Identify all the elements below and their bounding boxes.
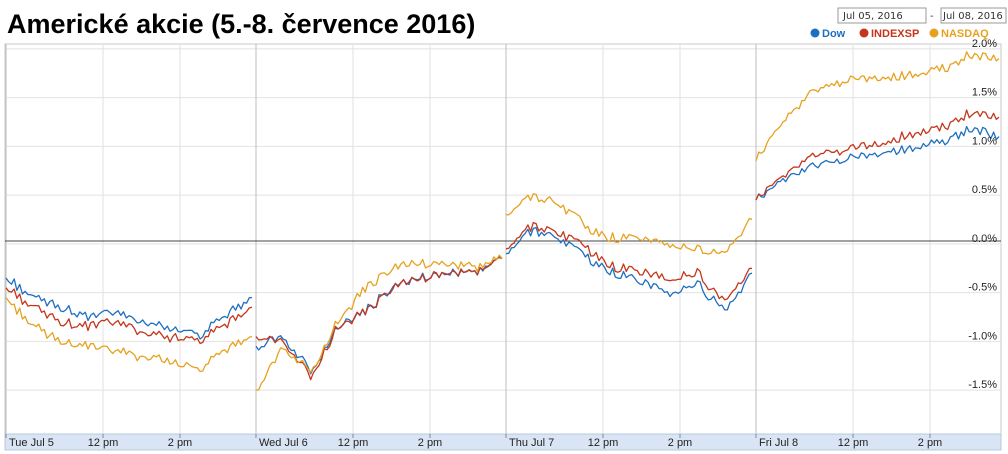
legend-dot-nasdaq (929, 28, 939, 38)
y-tick-label: 1.0% (972, 135, 997, 147)
series-line-indexsp-day-4 (755, 109, 1000, 201)
range-start-box[interactable] (837, 7, 927, 24)
x-tick-label: 2 pm (168, 437, 192, 449)
series-line-indexsp-day-1 (5, 287, 253, 345)
x-tick-label: 2 pm (668, 437, 692, 449)
chart-title: Americké akcie (5.-8. července 2016) (7, 9, 475, 39)
y-tick-label: -1.0% (968, 330, 997, 342)
series-line-dow-day-3 (505, 226, 753, 311)
y-tick-label: 1.5% (972, 87, 997, 99)
x-tick-label: 12 pm (838, 437, 869, 449)
plot-area (4, 43, 1002, 435)
range-start: Jul 05, 2016 (842, 11, 903, 22)
x-tick-label: Tue Jul 5 (9, 437, 54, 449)
legend: Dow INDEXSP NASDAQ (810, 28, 989, 40)
range-end-box[interactable] (940, 7, 1007, 24)
y-tick-label: -0.5% (968, 282, 997, 294)
x-tick-label: 2 pm (418, 437, 442, 449)
legend-dot-indexsp (859, 28, 869, 38)
series-line-indexsp-day-3 (505, 221, 753, 301)
range-separator: - (930, 11, 934, 22)
y-tick-label: -1.5% (968, 379, 997, 391)
y-tick-label: 0.0% (972, 233, 997, 245)
x-tick-label: Fri Jul 8 (759, 437, 798, 449)
grid (5, 44, 1001, 434)
y-tick-label: 0.5% (972, 184, 997, 196)
x-axis-labels: Tue Jul 5 12 pm 2 pm Wed Jul 6 12 pm 2 pm Thu … (5, 434, 942, 449)
x-tick-label: Thu Jul 7 (509, 437, 554, 449)
x-tick-label: 12 pm (88, 437, 119, 449)
legend-label-dow: Dow (822, 28, 846, 40)
series-line-nasdaq-day-4 (755, 51, 1000, 162)
y-tick-label: 2.0% (972, 38, 997, 50)
x-axis-band (4, 433, 1002, 451)
y-axis-labels: 2.0% 1.5% 1.0% 0.5% 0.0% -0.5% -1.0% -1.5% (968, 38, 997, 391)
series-line-nasdaq-day-2 (255, 254, 503, 391)
series-line-nasdaq-day-3 (505, 193, 753, 255)
legend-label-indexsp: INDEXSP (871, 28, 919, 40)
range-end: Jul 08, 2016 (942, 11, 1003, 22)
series-line-nasdaq-day-1 (5, 297, 253, 373)
series-line-dow-day-1 (5, 277, 253, 340)
series-line-dow-day-4 (755, 125, 1000, 201)
x-tick-label: 12 pm (588, 437, 619, 449)
date-range[interactable]: Jul 05, 2016 - Jul 08, 2016 (837, 7, 1007, 24)
legend-dot-dow (810, 28, 820, 38)
series-layer (5, 51, 1000, 391)
x-tick-label: 12 pm (338, 437, 369, 449)
legend-label-nasdaq: NASDAQ (941, 28, 989, 40)
x-tick-label: Wed Jul 6 (259, 437, 308, 449)
x-tick-label: 2 pm (918, 437, 942, 449)
